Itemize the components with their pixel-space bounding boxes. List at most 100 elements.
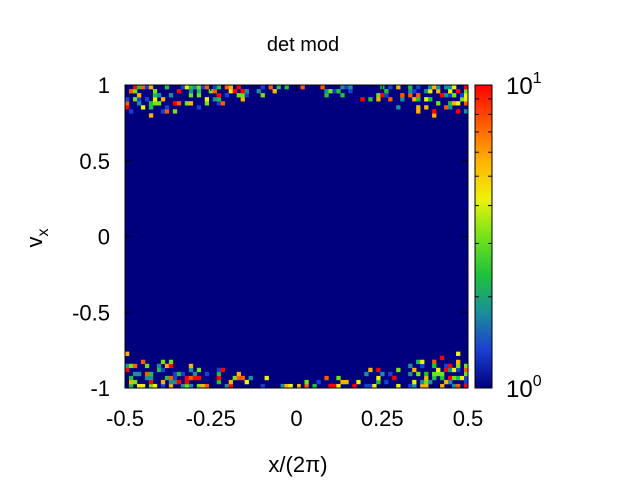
heatmap-cell: [452, 85, 457, 90]
heatmap-cell: [428, 97, 433, 102]
heatmap-cell: [232, 375, 237, 381]
heatmap-cell: [152, 89, 158, 94]
heatmap-cell: [164, 85, 170, 90]
heatmap-cell: [400, 97, 405, 102]
heatmap-cell: [372, 383, 377, 389]
x-tick-label: 0.25: [361, 406, 404, 431]
heatmap-cell: [236, 93, 241, 98]
heatmap-cell: [188, 93, 194, 98]
heatmap-cell: [440, 371, 445, 377]
heatmap-cell: [212, 89, 218, 94]
heatmap-cell: [340, 85, 345, 90]
heatmap-cell: [168, 93, 174, 98]
heatmap-cell: [172, 375, 178, 381]
heatmap-cell: [464, 367, 469, 373]
heatmap-cell: [452, 383, 457, 389]
heatmap-cell: [272, 89, 277, 94]
heatmap-cell: [164, 109, 170, 114]
heatmap-cell: [464, 379, 469, 385]
x-tick-label: 0.5: [453, 406, 484, 431]
heatmap-cell: [464, 383, 469, 389]
heatmap-cell: [416, 97, 421, 102]
heatmap-cell: [456, 383, 461, 389]
heatmap-cell: [196, 383, 202, 389]
heatmap-cell: [444, 379, 449, 385]
heatmap-cell: [420, 359, 425, 365]
heatmap-cell: [196, 93, 202, 98]
colorbar-tick-label: 101: [506, 70, 542, 100]
heatmap-cell: [152, 93, 158, 98]
heatmap-cell: [460, 93, 465, 98]
heatmap-cell: [200, 85, 206, 90]
heatmap-cell: [232, 89, 237, 94]
heatmap-cell: [160, 359, 166, 365]
x-axis-label: x/(2π): [268, 452, 327, 477]
heatmap-cell: [432, 113, 437, 118]
heatmap-cell: [436, 371, 441, 377]
heatmap-cell: [432, 363, 437, 369]
heatmap-cell: [144, 375, 150, 381]
heatmap-cell: [244, 89, 249, 94]
heatmap-cell: [400, 93, 405, 98]
heatmap-cell: [368, 383, 373, 389]
heatmap-cell: [128, 363, 134, 369]
heatmap-cell: [240, 89, 245, 94]
heatmap-cell: [368, 97, 373, 102]
heatmap-cell: [136, 93, 142, 98]
heatmap-cell: [188, 89, 194, 94]
heatmap-cell: [136, 85, 142, 90]
heatmap-cell: [392, 375, 397, 381]
y-tick-label: 0: [98, 225, 110, 250]
heatmap-cell: [376, 97, 381, 102]
heatmap-cell: [132, 85, 138, 90]
heatmap-cell: [160, 109, 166, 114]
heatmap-cell: [132, 97, 138, 102]
heatmap-cell: [188, 101, 194, 106]
colorbar-tick-base: 10: [506, 376, 533, 403]
heatmap-cell: [408, 93, 413, 98]
heatmap-cell: [280, 383, 285, 389]
heatmap-cell: [140, 383, 146, 389]
heatmap-cell: [144, 85, 150, 90]
heatmap-cell: [216, 101, 222, 106]
heatmap-cell: [324, 89, 329, 94]
heatmap-cell: [332, 89, 337, 94]
heatmap-cell: [176, 101, 182, 106]
heatmap-cell: [380, 371, 385, 377]
heatmap-cell: [448, 93, 453, 98]
heatmap-cell: [184, 379, 190, 385]
heatmap-cell: [336, 375, 341, 381]
heatmap-cell: [125, 367, 130, 373]
heatmap-cell: [456, 89, 461, 94]
heatmap-cell: [376, 375, 381, 381]
heatmap-cell: [148, 383, 154, 389]
heatmap-cell: [456, 101, 461, 106]
heatmap-cell: [344, 379, 349, 385]
heatmap-cell: [348, 85, 353, 90]
heatmap-cell: [440, 383, 445, 389]
heatmap-cell: [260, 93, 265, 98]
heatmap-cell: [160, 97, 166, 102]
heatmap-cell: [408, 371, 413, 377]
heatmap-cell: [192, 85, 198, 90]
heatmap-cell: [432, 371, 437, 377]
heatmap-cell: [168, 375, 174, 381]
heatmap-cell: [368, 367, 373, 373]
heatmap-cell: [452, 93, 457, 98]
heatmap-cell: [428, 89, 433, 94]
heatmap-cell: [464, 375, 469, 381]
heatmap-cell: [164, 105, 170, 110]
heatmap-cell: [184, 383, 190, 389]
heatmap-cell: [408, 89, 413, 94]
heatmap-cell: [188, 383, 194, 389]
heatmap-cell: [452, 101, 457, 106]
heatmap-cell: [176, 89, 182, 94]
heatmap-cell: [424, 371, 429, 377]
heatmap-cell: [420, 363, 425, 369]
heatmap-cell: [216, 93, 222, 98]
heatmap-cell: [416, 109, 421, 114]
heatmap-cell: [152, 383, 158, 389]
heatmap-cell: [284, 383, 289, 389]
heatmap-cell: [148, 375, 154, 381]
